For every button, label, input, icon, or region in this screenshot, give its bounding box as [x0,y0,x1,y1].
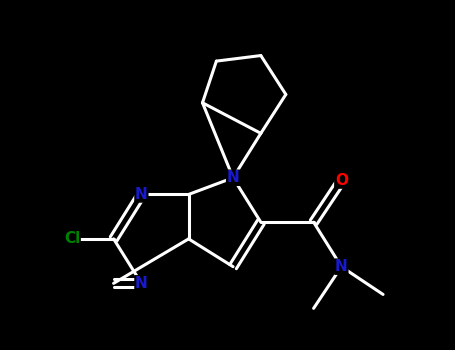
Text: N: N [335,259,348,274]
Text: Cl: Cl [64,231,80,246]
Text: O: O [335,173,348,188]
Text: N: N [135,276,148,291]
Text: N: N [227,170,239,185]
Text: N: N [135,187,148,202]
